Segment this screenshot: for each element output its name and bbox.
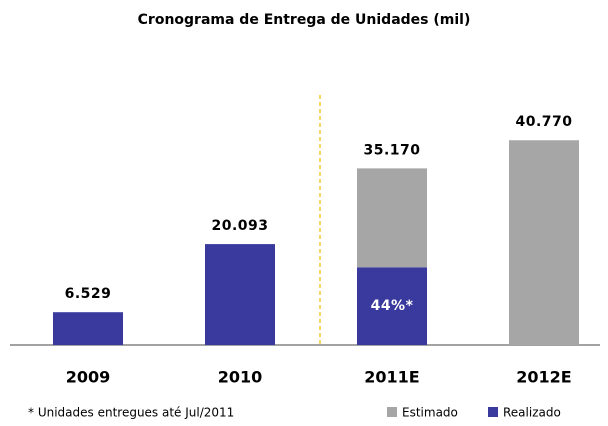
footnote: * Unidades entregues até Jul/2011: [28, 406, 234, 420]
total-label: 6.529: [65, 286, 112, 302]
total-label: 35.170: [363, 142, 420, 158]
segment-label: 44%*: [371, 298, 414, 314]
chart-title: Cronograma de Entrega de Unidades (mil): [138, 12, 471, 28]
legend-label: Estimado: [402, 406, 458, 420]
x-tick-label: 2009: [66, 368, 111, 387]
legend-swatch: [488, 407, 498, 417]
bar-segment: [205, 244, 275, 345]
x-tick-label: 2012E: [516, 368, 571, 387]
legend-swatch: [387, 407, 397, 417]
x-tick-label: 2010: [218, 368, 263, 387]
bar-segment: [357, 168, 427, 268]
total-label: 40.770: [515, 114, 572, 130]
legend-label: Realizado: [503, 406, 561, 420]
bar-segment: [357, 267, 427, 345]
total-label: 20.093: [211, 218, 268, 234]
bar-segment: [509, 140, 579, 345]
bar-segment: [53, 312, 123, 345]
x-tick-label: 2011E: [364, 368, 419, 387]
